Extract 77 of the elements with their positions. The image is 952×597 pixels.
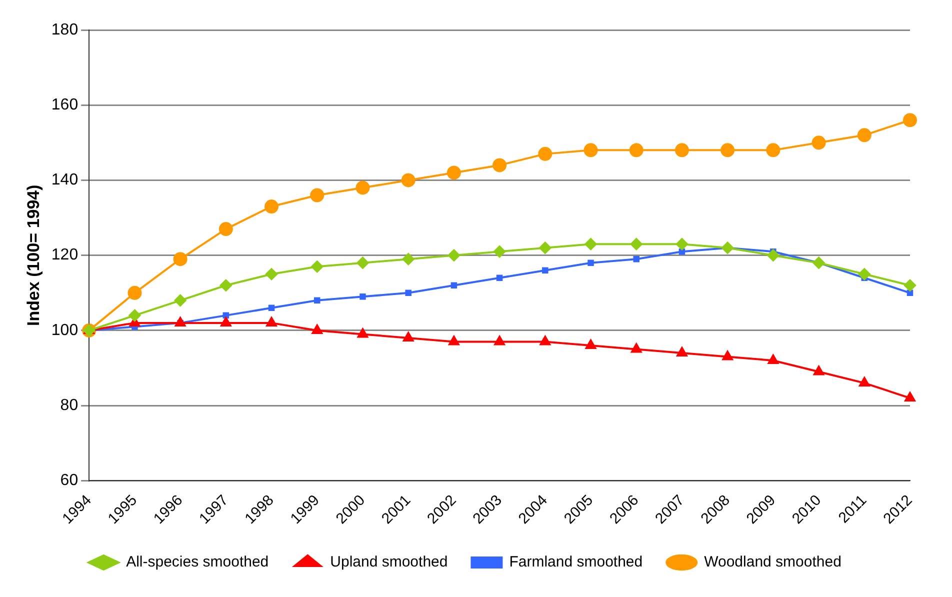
point [859, 377, 870, 387]
point [312, 324, 322, 334]
point [768, 354, 779, 364]
point [722, 242, 734, 254]
point [402, 253, 414, 266]
point [540, 336, 550, 346]
point [588, 260, 594, 266]
point [674, 143, 689, 158]
point [857, 128, 872, 142]
point [446, 166, 461, 180]
point [314, 297, 320, 304]
y-tick-label: 60 [60, 472, 78, 490]
point [405, 290, 412, 296]
point [266, 268, 278, 280]
point [448, 336, 460, 346]
point [858, 268, 870, 280]
point [906, 290, 914, 296]
point [356, 180, 370, 195]
point [174, 316, 186, 326]
point [450, 282, 458, 289]
point [401, 173, 416, 188]
point [813, 366, 824, 376]
point [903, 113, 917, 128]
legend-label: Farmland smoothed [509, 554, 643, 571]
point [360, 294, 366, 300]
y-tick-label: 140 [51, 172, 78, 189]
point [128, 309, 141, 322]
point [904, 392, 916, 402]
point [356, 256, 369, 269]
point [220, 279, 232, 292]
y-axis-title: Index (100= 1994) [24, 184, 43, 326]
point [584, 238, 597, 250]
point [173, 252, 188, 266]
point [676, 238, 688, 250]
point [264, 200, 279, 214]
point [220, 316, 232, 326]
point [492, 158, 507, 172]
point [222, 312, 230, 319]
legend-label: All-species smoothed [126, 554, 269, 571]
point [496, 274, 503, 281]
point [812, 256, 825, 269]
point [268, 304, 275, 312]
point [448, 249, 460, 262]
point [174, 294, 186, 306]
point [494, 246, 506, 258]
point [631, 343, 642, 353]
y-tick-label: 160 [51, 96, 78, 114]
point [766, 143, 780, 158]
y-tick-label: 180 [51, 21, 78, 38]
point [629, 143, 644, 158]
point [720, 143, 735, 158]
point [218, 222, 233, 236]
point [266, 316, 277, 326]
point [722, 350, 733, 360]
point [539, 242, 552, 254]
point [584, 143, 598, 158]
point [542, 267, 548, 274]
y-tick-label: 100 [51, 322, 78, 339]
point [311, 260, 324, 273]
y-tick-label: 80 [60, 396, 78, 414]
point [812, 136, 826, 150]
legend-label: Woodland smoothed [704, 554, 842, 571]
point [403, 332, 414, 342]
point [128, 286, 142, 300]
point [357, 328, 368, 338]
point [676, 346, 688, 356]
point [767, 249, 780, 262]
point [310, 188, 324, 202]
y-tick-label: 120 [51, 246, 78, 264]
point [630, 238, 642, 250]
point [538, 146, 552, 161]
point [633, 256, 640, 262]
point [494, 336, 505, 346]
legend-label: Upland smoothed [330, 554, 448, 571]
point [585, 339, 596, 349]
point [678, 248, 686, 255]
point [904, 279, 916, 292]
